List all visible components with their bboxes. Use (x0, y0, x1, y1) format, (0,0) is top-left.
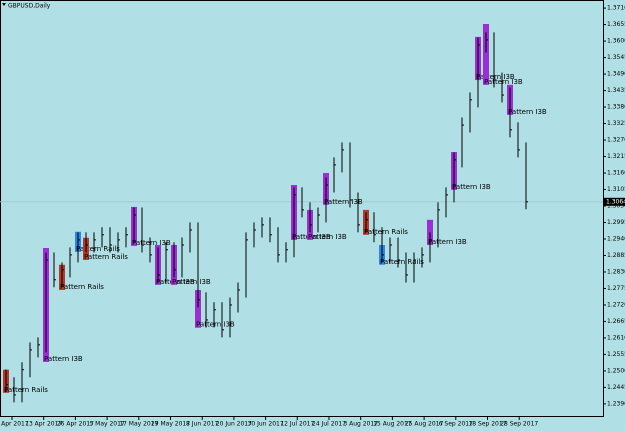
y-tick-label: 1.2720 (607, 301, 625, 308)
x-tick-label: 6 Sep 2017 (439, 421, 473, 428)
chart-title: GBPUSD,Daily (8, 3, 51, 10)
pattern-label: Pattern Rails (364, 228, 408, 236)
x-tick-label: 15 Aug 2017 (373, 421, 412, 428)
pattern-label: Pattern I3B (44, 355, 83, 363)
y-tick-label: 1.3215 (607, 153, 625, 160)
x-tick-label: 17 May 2017 (119, 421, 158, 428)
y-tick-label: 1.3655 (607, 21, 625, 28)
y-tick-label: 1.3710 (607, 5, 625, 12)
y-tick-label: 1.2610 (607, 334, 625, 341)
pattern-label: Pattern I3B (308, 233, 347, 241)
y-tick-label: 1.3050 (607, 203, 625, 210)
last-price-label: 1.3064 (606, 198, 625, 205)
pattern-label: Pattern I3B (476, 73, 515, 81)
plot-frame (0, 0, 604, 417)
y-tick-label: 1.3435 (607, 87, 625, 94)
menu-arrow (2, 3, 6, 6)
x-tick-label: 28 Sep 2017 (500, 421, 538, 428)
y-tick-label: 1.3380 (607, 104, 625, 111)
x-tick-label: 24 Jul 2017 (312, 421, 346, 428)
x-tick-label: 30 Jun 2017 (248, 421, 284, 428)
x-tick-label: 3 Apr 2017 (0, 421, 29, 428)
y-tick-label: 1.2665 (607, 318, 625, 325)
last-price-box (604, 197, 625, 206)
y-tick-label: 1.3270 (607, 137, 625, 144)
y-tick-label: 1.3160 (607, 170, 625, 177)
x-tick-label: 12 Jul 2017 (280, 421, 314, 428)
pattern-label: Pattern Rails (380, 258, 424, 266)
pattern-label: Pattern I3B (484, 78, 523, 86)
y-tick-label: 1.3105 (607, 186, 625, 193)
pattern-label: Pattern Rails (84, 253, 128, 261)
pattern-label: Pattern I3B (132, 239, 171, 247)
pattern-box (195, 289, 201, 328)
pattern-label: Pattern Rails (4, 386, 48, 394)
x-tick-label: 26 Apr 2017 (57, 421, 94, 428)
y-tick-label: 1.2885 (607, 252, 625, 259)
y-tick-label: 1.2940 (607, 235, 625, 242)
pattern-label: Pattern I3B (196, 321, 235, 329)
y-tick-label: 1.2830 (607, 268, 625, 275)
x-tick-label: 3 Aug 2017 (343, 421, 378, 428)
x-tick-label: 18 Sep 2017 (468, 421, 506, 428)
y-tick-label: 1.3325 (607, 120, 625, 127)
y-tick-label: 1.2555 (607, 351, 625, 358)
x-tick-label: 29 May 2017 (151, 421, 190, 428)
pattern-label: Pattern Rails (76, 245, 120, 253)
x-tick-label: 25 Aug 2017 (405, 421, 444, 428)
y-tick-label: 1.2445 (607, 384, 625, 391)
pattern-label: Pattern I3B (508, 108, 547, 116)
pattern-label: Pattern I3B (172, 278, 211, 286)
pattern-box (483, 23, 489, 85)
y-tick-label: 1.2390 (607, 400, 625, 407)
x-tick-label: 13 Apr 2017 (25, 421, 62, 428)
pattern-label: Pattern I3B (428, 238, 467, 246)
pattern-label: Pattern Rails (60, 283, 104, 291)
pattern-label: Pattern I3B (452, 183, 491, 191)
y-tick-label: 1.2995 (607, 219, 625, 226)
y-tick-label: 1.2775 (607, 285, 625, 292)
y-tick-label: 1.2500 (607, 367, 625, 374)
pattern-label: Pattern I3B (324, 198, 363, 206)
y-tick-label: 1.3600 (607, 38, 625, 45)
y-tick-label: 1.3545 (607, 54, 625, 61)
x-tick-label: 20 Jun 2017 (216, 421, 252, 428)
x-tick-label: 5 May 2017 (89, 421, 124, 428)
y-tick-label: 1.3490 (607, 71, 625, 78)
x-tick-label: 8 Jun 2017 (186, 421, 218, 428)
